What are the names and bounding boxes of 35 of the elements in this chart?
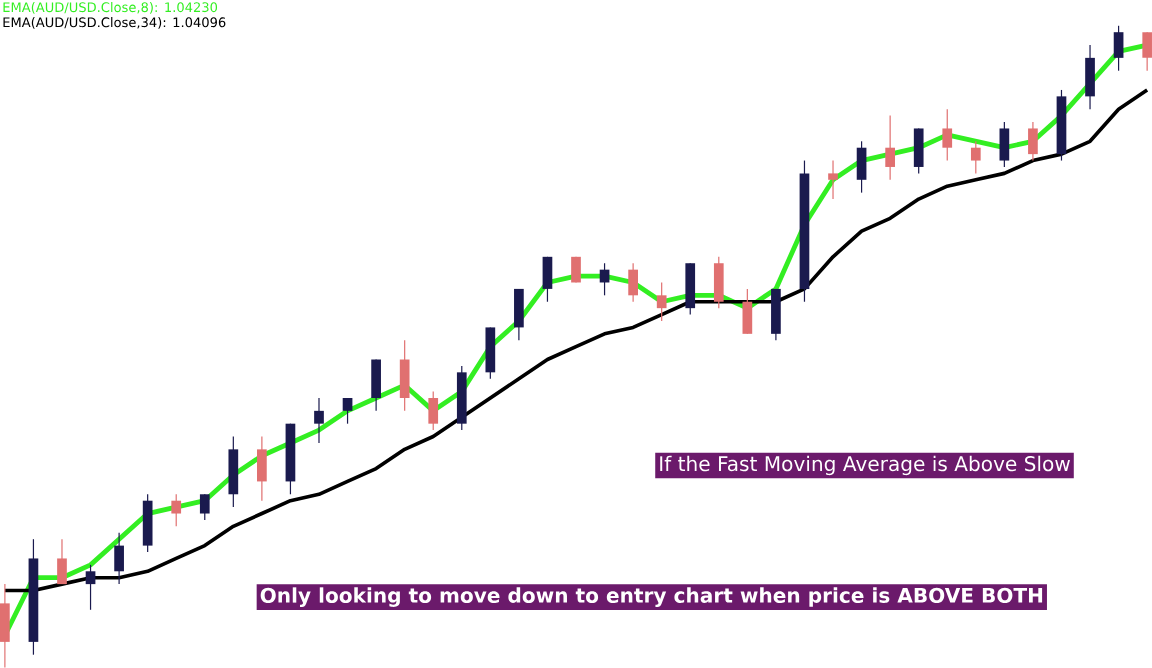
- candlestick: [942, 108, 953, 162]
- candlestick: [57, 538, 67, 585]
- candlestick: [771, 288, 781, 341]
- candlestick: [114, 532, 124, 585]
- candlestick: [1028, 121, 1038, 162]
- candlestick: [85, 564, 96, 611]
- annotation: Only looking to move down to entry chart when price is ABOVE BOTH: [260, 587, 1043, 607]
- candlestick: [371, 358, 381, 412]
- candlestick: [199, 493, 210, 521]
- candlestick: [485, 326, 496, 380]
- candlestick: [913, 127, 924, 174]
- candlestick: [542, 256, 553, 303]
- candlestick: [999, 121, 1010, 168]
- candlestick: [399, 339, 410, 412]
- candlestick: [428, 390, 439, 431]
- annotation: If the Fast Moving Average is Above Slow: [660, 455, 1070, 476]
- candlestick: [713, 256, 724, 309]
- candlestick: [970, 140, 981, 174]
- candlestick: [257, 435, 267, 502]
- candlestick: [628, 262, 638, 303]
- candlestick: [656, 281, 667, 322]
- candlestick: [314, 397, 324, 444]
- candlestick: [171, 493, 182, 527]
- candlestick: [1113, 25, 1124, 72]
- candlestick: [342, 397, 353, 425]
- candlestick: [828, 159, 838, 200]
- candlestick: [142, 493, 153, 553]
- candlestick: [685, 262, 696, 316]
- candlestick: [228, 435, 239, 508]
- candlestick: [856, 140, 867, 194]
- candlestick: [1085, 44, 1095, 110]
- candlestick: [0, 583, 10, 668]
- candlestick: [742, 288, 753, 335]
- candlestick: [885, 114, 895, 181]
- candlestick: [514, 288, 524, 341]
